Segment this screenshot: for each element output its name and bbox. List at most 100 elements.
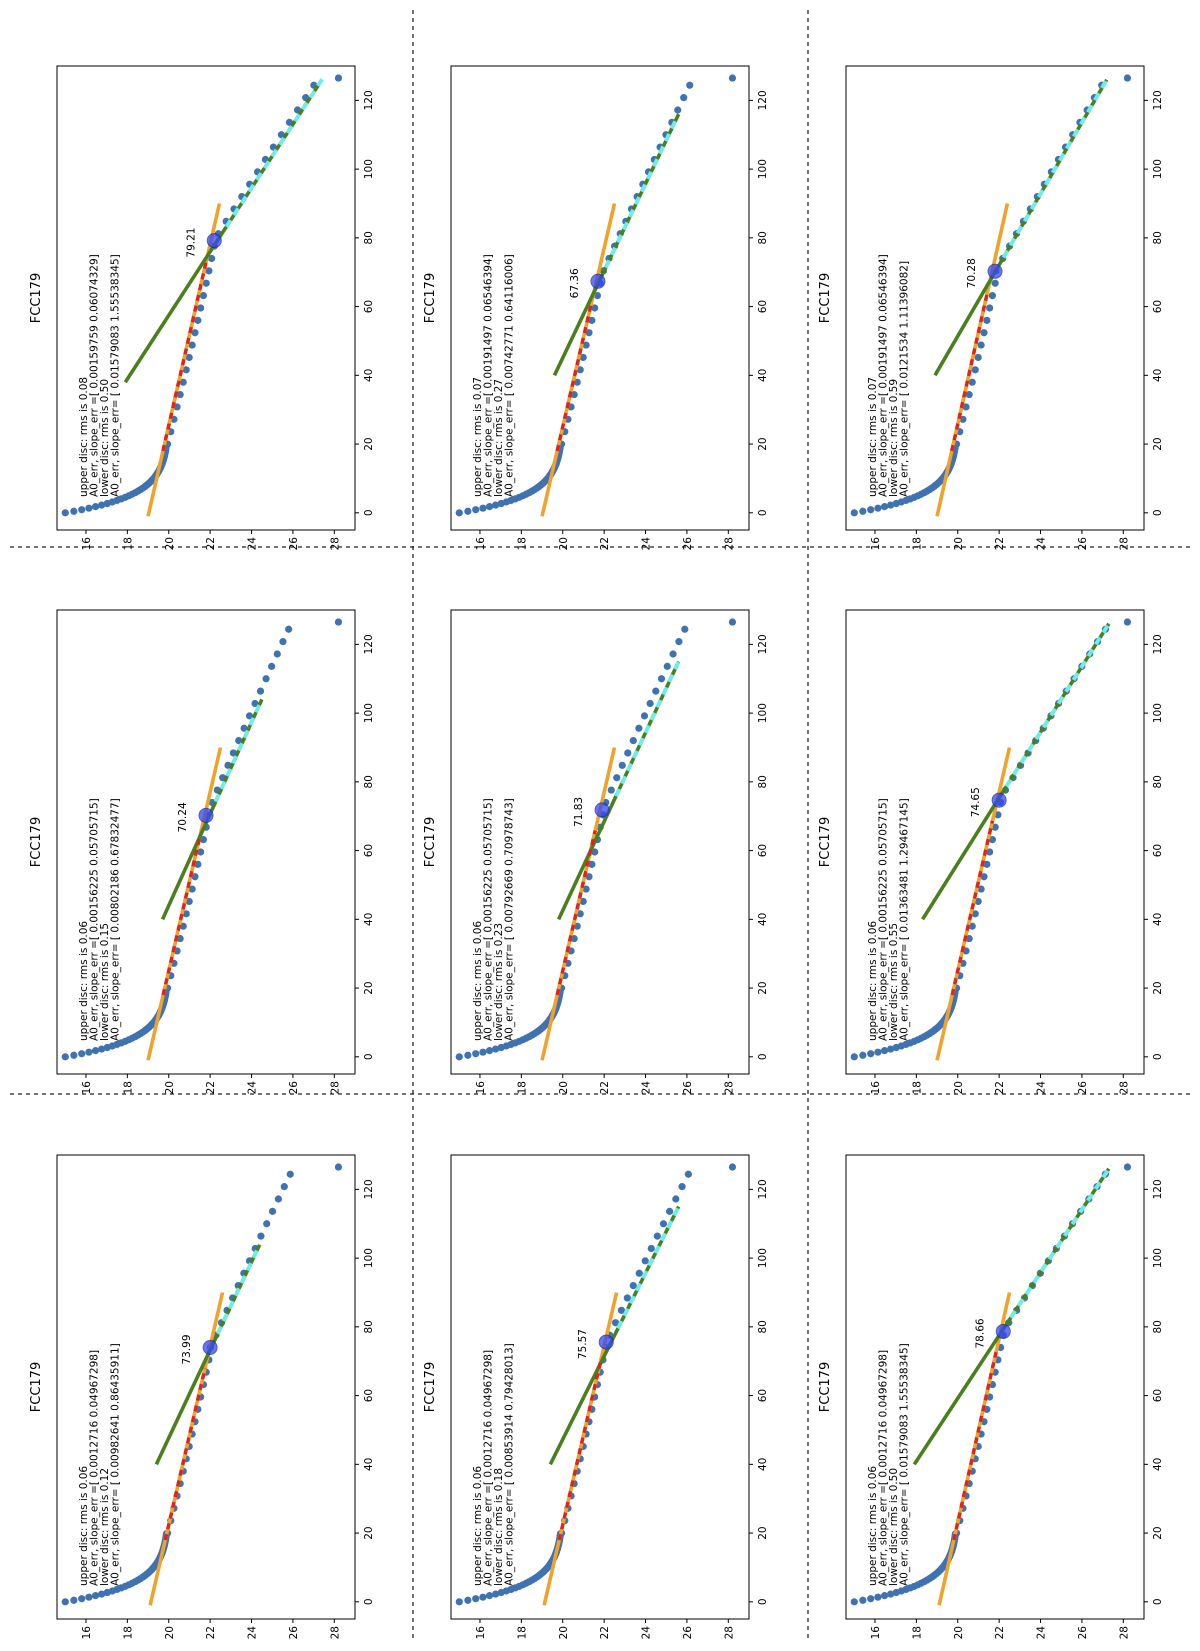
x-tick-label: 80 <box>1152 1320 1164 1333</box>
chart-panel-4: FCC179 16 18 20 22 24 26 28 0 20 40 60 80 100 120 70.24… <box>29 609 375 1094</box>
y-tick-label: 22 <box>599 537 611 550</box>
annotation-line: lower disc: rms is 0.50 <box>888 1468 900 1586</box>
inner-model-dashed <box>163 1367 207 1541</box>
data-point <box>680 94 688 102</box>
annotation-line: upper disc: rms is 0.07 <box>867 377 879 497</box>
outer-model-dashed <box>1004 619 1113 788</box>
breakpoint-label: 67.36 <box>569 268 581 298</box>
y-tick-label: 22 <box>205 1081 217 1094</box>
outer-fit-line <box>548 1205 681 1466</box>
y-tick-label: 28 <box>1118 537 1130 550</box>
data-point <box>199 835 208 844</box>
data-point <box>669 650 677 658</box>
data-point <box>492 1045 500 1053</box>
breakpoint-marker <box>206 233 222 249</box>
chart-panel-7: FCC179 16 18 20 22 24 26 28 0 20 40 60 80 100 120 73.99… <box>29 1154 375 1640</box>
y-tick-label: 22 <box>994 537 1006 550</box>
y-tick-label: 16 <box>870 1081 882 1095</box>
y-tick-label: 20 <box>164 1626 176 1639</box>
data-points <box>61 618 343 1061</box>
data-point <box>859 507 867 515</box>
data-point <box>492 501 500 509</box>
annotation-line: lower disc: rms is 0.15 <box>99 923 111 1041</box>
breakpoint-marker <box>594 802 610 818</box>
y-tick-label: 20 <box>164 537 176 550</box>
x-tick-label: 100 <box>1152 703 1164 723</box>
outer-model-dashed <box>215 1243 262 1335</box>
y-tick-label: 20 <box>164 1081 176 1094</box>
breakpoint-label: 70.24 <box>177 802 189 832</box>
data-point <box>479 1593 487 1601</box>
y-tick-label: 24 <box>1036 1626 1048 1640</box>
outer-model-dashed <box>1009 1164 1113 1319</box>
axes-frame <box>450 65 750 531</box>
outer-fit-line <box>123 78 324 384</box>
data-point <box>191 329 199 337</box>
x-tick-label: 40 <box>757 913 769 926</box>
data-point <box>653 1232 661 1240</box>
y-tick-label: 26 <box>288 1626 300 1640</box>
breakpoint-label: 78.66 <box>974 1318 986 1348</box>
axes-frame <box>845 609 1145 1075</box>
breakpoint-label: 71.83 <box>573 797 585 827</box>
y-tick-label: 22 <box>599 1081 611 1094</box>
data-point <box>850 1053 858 1061</box>
annotation-line: lower disc: rms is 0.23 <box>493 923 505 1041</box>
y-tick-label: 18 <box>122 1626 134 1639</box>
data-point <box>647 1244 655 1253</box>
y-tick-label: 18 <box>911 1081 923 1094</box>
x-tick-label: 0 <box>1152 509 1164 516</box>
data-point <box>576 366 584 374</box>
x-tick-label: 0 <box>1152 1598 1164 1605</box>
y-tick-label: 20 <box>953 1626 965 1639</box>
axes-frame <box>56 65 356 531</box>
data-point <box>85 504 93 512</box>
x-tick-label: 20 <box>1152 981 1164 994</box>
data-point <box>472 1595 480 1603</box>
chart-title: FCC179 <box>423 1362 438 1412</box>
data-point <box>1123 1163 1132 1171</box>
data-point <box>70 507 78 515</box>
data-point <box>472 1050 480 1058</box>
chart-title: FCC179 <box>29 273 44 323</box>
x-tick-label: 40 <box>757 369 769 382</box>
breakpoint-label: 73.99 <box>181 1334 193 1364</box>
x-tick-label: 120 <box>757 1179 769 1199</box>
outer-fit-line <box>552 113 681 377</box>
annotation-line: A0_err, slope_err= [ 0.01579083 1.555383… <box>899 1343 911 1586</box>
data-point <box>61 1598 69 1606</box>
x-tick-label: 20 <box>757 981 769 994</box>
annotation-line: lower disc: rms is 0.55 <box>888 923 900 1041</box>
y-tick-label: 16 <box>475 1626 487 1640</box>
y-tick-label: 24 <box>641 1626 653 1640</box>
chart-panel-9: FCC179 16 18 20 22 24 26 28 0 20 40 60 80 100 120 78.66… <box>818 1154 1164 1640</box>
y-tick-label: 16 <box>81 537 93 551</box>
data-point <box>492 1590 500 1598</box>
y-tick-label: 26 <box>288 537 300 551</box>
x-tick-label: 20 <box>363 1526 375 1539</box>
data-point <box>585 873 593 881</box>
data-points <box>61 74 343 517</box>
data-point <box>641 1257 649 1265</box>
x-tick-label: 120 <box>363 634 375 654</box>
y-tick-label: 26 <box>1077 1081 1089 1095</box>
x-tick-label: 120 <box>363 90 375 110</box>
chart-title: FCC179 <box>29 1362 44 1412</box>
data-point <box>205 267 213 275</box>
plot-area <box>455 74 737 517</box>
x-tick-label: 0 <box>363 1053 375 1060</box>
data-point <box>98 1590 106 1598</box>
chart-panel-6: FCC179 16 18 20 22 24 26 28 0 20 40 60 80 100 120 74.65… <box>818 609 1164 1095</box>
y-tick-label: 22 <box>205 1626 217 1639</box>
breakpoint-marker <box>598 1334 614 1350</box>
inner-model-dashed <box>555 301 594 452</box>
data-point <box>588 860 596 868</box>
y-tick-label: 20 <box>953 537 965 550</box>
annotation-line: A0_err, slope_err= [ 0.00792669 0.709787… <box>504 798 516 1041</box>
data-point <box>681 625 689 633</box>
data-point <box>965 390 973 399</box>
data-point <box>472 506 480 514</box>
y-tick-label: 24 <box>247 1626 259 1640</box>
x-tick-label: 40 <box>1152 913 1164 926</box>
data-point <box>977 885 985 893</box>
